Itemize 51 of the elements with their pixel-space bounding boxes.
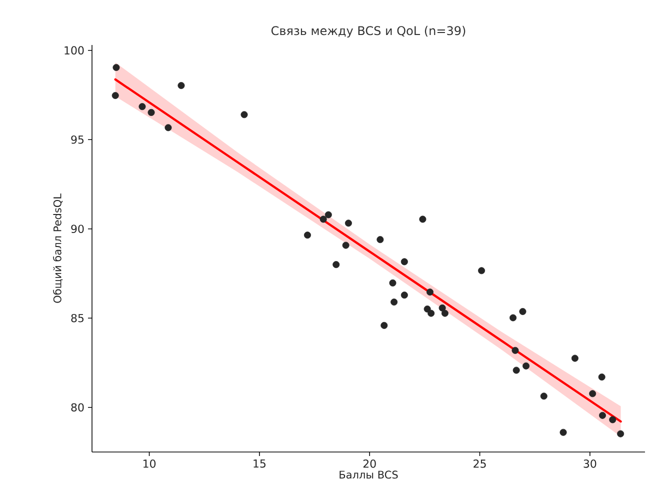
- point: [426, 288, 434, 296]
- y-tick-label: 80: [71, 403, 84, 412]
- chart-title: Связь между BCS и QoL (n=39): [271, 26, 466, 38]
- point: [519, 308, 526, 316]
- x-tick-label: 30: [584, 460, 596, 468]
- y-tick-label: 90: [71, 224, 84, 234]
- point: [112, 92, 119, 100]
- point: [320, 216, 327, 223]
- point: [560, 428, 567, 436]
- point: [419, 216, 426, 223]
- point: [344, 220, 352, 227]
- point: [376, 236, 384, 244]
- point: [512, 346, 519, 354]
- y-axis-title: Общий балл PedsQL: [53, 194, 63, 303]
- point: [324, 211, 332, 218]
- point: [428, 310, 435, 317]
- point: [178, 82, 185, 90]
- point: [400, 258, 408, 266]
- point: [164, 124, 172, 132]
- point: [240, 111, 248, 118]
- point: [389, 279, 396, 286]
- point: [510, 314, 517, 322]
- point: [598, 412, 606, 419]
- point: [598, 374, 606, 381]
- point: [304, 232, 311, 239]
- point: [148, 108, 155, 116]
- point: [390, 298, 398, 306]
- y-tick-label: 100: [64, 46, 84, 55]
- point: [400, 292, 408, 299]
- point: [478, 267, 486, 274]
- point: [138, 103, 146, 110]
- x-tick-label: 10: [143, 460, 156, 468]
- point: [589, 390, 596, 398]
- x-tick-label: 15: [254, 460, 266, 468]
- y-tick-label: 95: [71, 135, 84, 144]
- point: [342, 242, 350, 249]
- point: [617, 430, 624, 438]
- x-tick-label: 25: [474, 460, 486, 468]
- point: [332, 261, 340, 268]
- point: [380, 322, 388, 329]
- point: [438, 304, 446, 312]
- point: [112, 64, 120, 71]
- point: [609, 416, 616, 424]
- point: [512, 366, 520, 374]
- point: [571, 354, 578, 362]
- point: [522, 362, 530, 370]
- point: [441, 310, 448, 317]
- x-tick-label: 20: [363, 460, 376, 468]
- x-axis-title: Баллы BCS: [340, 470, 398, 479]
- y-tick-label: 85: [71, 314, 84, 322]
- point: [540, 392, 548, 400]
